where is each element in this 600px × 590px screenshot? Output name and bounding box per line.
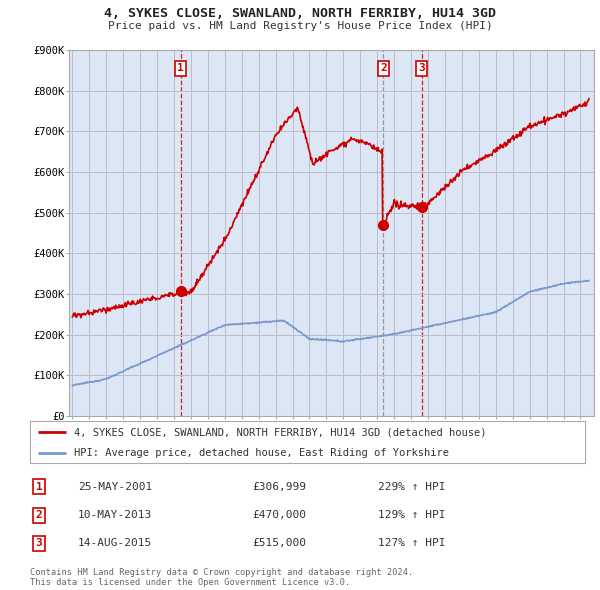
- Text: 1: 1: [177, 64, 184, 73]
- Text: 1: 1: [35, 482, 43, 491]
- Text: 4, SYKES CLOSE, SWANLAND, NORTH FERRIBY, HU14 3GD (detached house): 4, SYKES CLOSE, SWANLAND, NORTH FERRIBY,…: [74, 427, 487, 437]
- Text: HPI: Average price, detached house, East Riding of Yorkshire: HPI: Average price, detached house, East…: [74, 448, 449, 457]
- Text: 14-AUG-2015: 14-AUG-2015: [78, 539, 152, 548]
- Text: 229% ↑ HPI: 229% ↑ HPI: [378, 482, 445, 491]
- Text: £470,000: £470,000: [252, 510, 306, 520]
- Text: Price paid vs. HM Land Registry's House Price Index (HPI): Price paid vs. HM Land Registry's House …: [107, 21, 493, 31]
- Text: 4, SYKES CLOSE, SWANLAND, NORTH FERRIBY, HU14 3GD: 4, SYKES CLOSE, SWANLAND, NORTH FERRIBY,…: [104, 7, 496, 20]
- Text: £306,999: £306,999: [252, 482, 306, 491]
- Text: 25-MAY-2001: 25-MAY-2001: [78, 482, 152, 491]
- Text: 2: 2: [380, 64, 386, 73]
- Text: 3: 3: [35, 539, 43, 548]
- Text: 3: 3: [418, 64, 425, 73]
- Text: 10-MAY-2013: 10-MAY-2013: [78, 510, 152, 520]
- Text: 127% ↑ HPI: 127% ↑ HPI: [378, 539, 445, 548]
- Text: Contains HM Land Registry data © Crown copyright and database right 2024.
This d: Contains HM Land Registry data © Crown c…: [30, 568, 413, 587]
- Text: £515,000: £515,000: [252, 539, 306, 548]
- Text: 2: 2: [35, 510, 43, 520]
- Text: 129% ↑ HPI: 129% ↑ HPI: [378, 510, 445, 520]
